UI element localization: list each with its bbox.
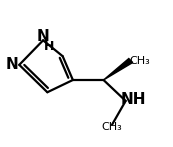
Text: N: N [6, 57, 19, 72]
Polygon shape [103, 59, 133, 80]
Text: CH₃: CH₃ [129, 56, 150, 66]
Text: N: N [37, 29, 49, 44]
Text: NH: NH [121, 92, 146, 107]
Text: H: H [44, 40, 55, 53]
Text: CH₃: CH₃ [102, 122, 122, 132]
